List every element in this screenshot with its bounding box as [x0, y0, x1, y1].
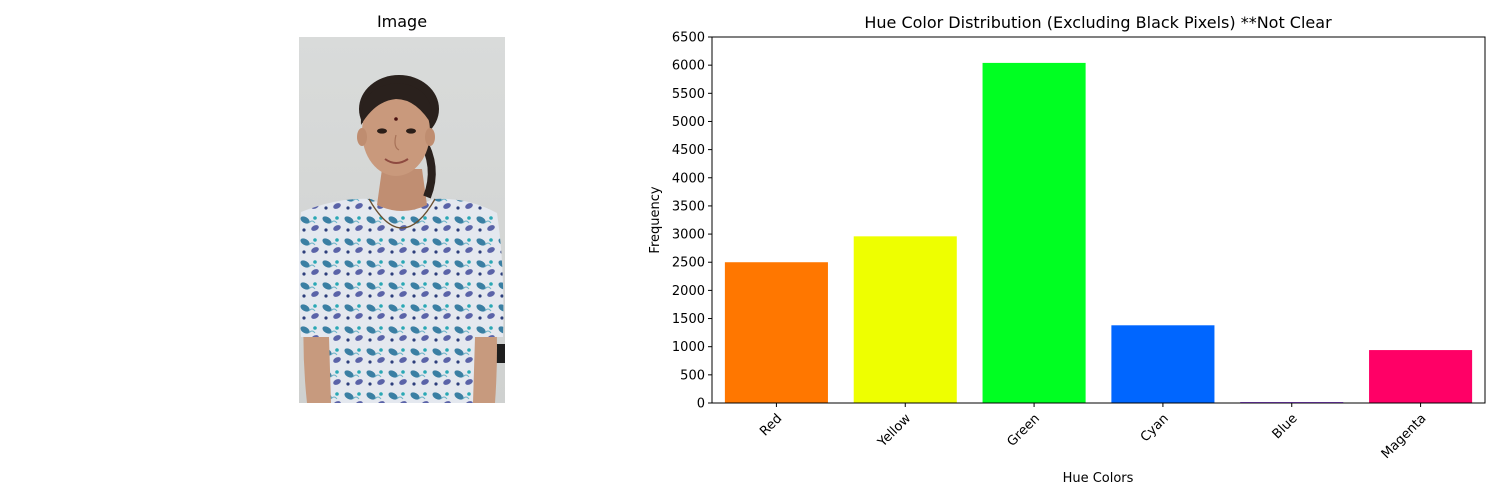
x-tick-label-green: Green — [1004, 411, 1042, 449]
chart-title: Hue Color Distribution (Excluding Black … — [864, 13, 1332, 32]
y-axis-label: Frequency — [648, 186, 663, 253]
x-tick-label-yellow: Yellow — [874, 411, 914, 451]
y-tick-label: 6000 — [672, 59, 705, 74]
bars-layer — [724, 62, 1473, 404]
y-tick-label: 0 — [697, 397, 705, 412]
plot-frame — [711, 36, 1486, 404]
x-tick-label-cyan: Cyan — [1138, 411, 1172, 445]
x-tick-label-magenta: Magenta — [1379, 411, 1430, 462]
bar-green — [982, 62, 1086, 403]
bar-magenta — [1369, 350, 1473, 403]
y-tick-label: 2000 — [672, 284, 705, 299]
y-tick-label: 1000 — [672, 340, 705, 355]
bar-yellow — [853, 236, 957, 403]
image-title: Image — [376, 12, 428, 31]
bar-red — [724, 262, 828, 403]
x-axis-label: Hue Colors — [1063, 471, 1134, 486]
y-tick-label: 3000 — [672, 228, 705, 243]
y-tick-label: 2500 — [672, 256, 705, 271]
y-tick-label: 5000 — [672, 115, 705, 130]
bar-cyan — [1111, 325, 1215, 403]
x-axis-ticks: Red Yellow Green Cyan Blue Magenta — [757, 403, 1429, 462]
y-tick-label: 5500 — [672, 87, 705, 102]
y-tick-label: 6500 — [672, 31, 705, 46]
x-tick-label-red: Red — [757, 411, 785, 439]
y-axis-ticks: 0 500 1000 1500 2000 2500 3000 3500 4000 4500 5000… — [672, 31, 712, 412]
y-tick-label: 3500 — [672, 199, 705, 214]
y-tick-label: 500 — [680, 368, 705, 383]
portrait-photo — [299, 37, 505, 403]
y-tick-label: 4000 — [672, 171, 705, 186]
y-tick-label: 4500 — [672, 143, 705, 158]
x-tick-label-blue: Blue — [1270, 411, 1301, 442]
y-tick-label: 1500 — [672, 312, 705, 327]
